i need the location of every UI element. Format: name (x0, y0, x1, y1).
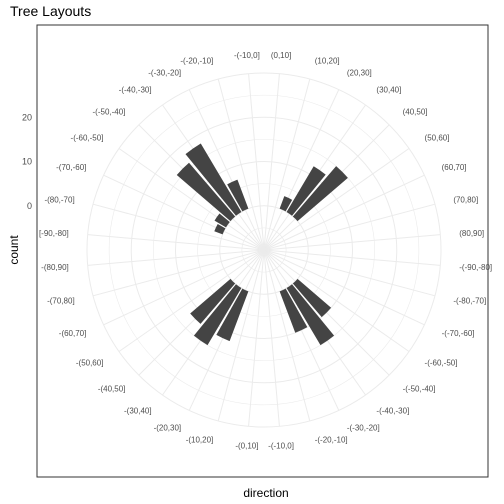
angular-gridline (263, 249, 311, 422)
category-label: (20,30] (347, 68, 372, 77)
y-tick-label: 20 (22, 112, 32, 122)
category-label: -(-60,-50] (71, 134, 104, 143)
bar-20 (216, 288, 249, 342)
category-label: (70,80] (453, 195, 478, 204)
bars-layer (176, 143, 348, 346)
category-label: -(30,40] (124, 407, 152, 416)
category-label: -(20,30] (154, 424, 182, 433)
category-label: -(-40,-30] (119, 85, 152, 94)
radial-gridline (219, 205, 309, 295)
angular-gridline (263, 78, 311, 251)
angular-gridline (263, 203, 436, 251)
radial-gridline (241, 227, 287, 273)
category-label: (40,50] (403, 107, 428, 116)
category-label: -(-30,-20] (347, 424, 380, 433)
angular-gridline (263, 73, 280, 251)
angular-gridline (263, 249, 425, 326)
category-label: (0,10] (271, 51, 291, 60)
category-label: (10,20] (315, 57, 340, 66)
category-label: -(-50,-40] (403, 385, 436, 394)
category-label: -(40,50] (98, 385, 126, 394)
angular-gridline (103, 249, 265, 326)
category-label: [-90,-80] (39, 229, 69, 238)
angular-gridline (217, 78, 265, 251)
grid-layer (86, 72, 442, 428)
category-label: -(80,-70] (44, 195, 74, 204)
category-label: -(10,20] (186, 435, 214, 444)
y-tick-labels: 0 10 20 (22, 112, 32, 211)
bar-32 (185, 143, 242, 216)
y-tick-label: 10 (22, 157, 32, 167)
bar-29 (214, 224, 226, 235)
bar-30 (214, 213, 230, 228)
radial-gridline (86, 72, 442, 428)
category-label: -(50,60] (76, 358, 104, 367)
bar-22 (190, 278, 236, 324)
angular-gridline (263, 249, 340, 411)
angular-gridline (263, 174, 425, 251)
angular-gridline (248, 73, 265, 251)
category-label: -(60,70] (59, 329, 87, 338)
angular-gridline (92, 203, 265, 251)
angular-gridline (118, 249, 265, 352)
angular-gridline (263, 249, 410, 352)
radial-gridline (197, 183, 331, 317)
bar-31 (176, 162, 236, 222)
panel-border (36, 24, 489, 478)
category-label: -(-90,-80] (459, 263, 492, 272)
category-label: -(80,90] (41, 263, 69, 272)
angular-gridline (263, 249, 441, 266)
radial-gridline (108, 94, 420, 406)
category-label: -(0,10] (235, 441, 258, 450)
radial-gridline (153, 139, 375, 361)
angular-gridline (263, 234, 441, 251)
category-label: -(70,80] (47, 297, 75, 306)
angular-gridline (263, 148, 410, 251)
angular-gridline (263, 89, 340, 251)
bar-33 (227, 179, 249, 212)
angular-gridline (87, 234, 265, 251)
angular-gridline (118, 148, 265, 251)
category-label: -(-70,-60] (442, 329, 475, 338)
bar-4 (292, 166, 348, 222)
category-label: -(-30,-20] (148, 68, 181, 77)
angular-gridline (217, 249, 265, 422)
bar-14 (286, 284, 335, 346)
category-label: (60,70] (442, 163, 467, 172)
angular-gridline (87, 249, 265, 266)
radial-gridline (130, 116, 398, 384)
angular-gridline (263, 249, 436, 297)
category-label: -(-40,-30] (376, 407, 409, 416)
chart-title: Tree Layouts (10, 3, 92, 19)
bar-21 (193, 284, 242, 346)
x-axis-label: direction (243, 486, 289, 500)
category-label: -(-10,0] (234, 51, 260, 60)
angular-gridline (188, 89, 265, 251)
category-label: (30,40] (376, 85, 401, 94)
bar-13 (292, 278, 332, 318)
category-label: (80,90] (459, 229, 484, 238)
bar-2 (279, 196, 293, 212)
category-labels: (0,10] (10,20] (20,30] (30,40] (40,50] (50,60… (39, 51, 492, 451)
bar-15 (279, 288, 308, 333)
category-label: -(-20,-10] (180, 57, 213, 66)
category-label: -(-60,-50] (425, 358, 458, 367)
angular-gridline (248, 249, 265, 427)
angular-gridline (103, 174, 265, 251)
category-label: -(-10,0] (268, 441, 294, 450)
angular-gridline (263, 249, 280, 427)
angular-gridline (92, 249, 265, 297)
category-label: -(-80,-70] (453, 297, 486, 306)
category-label: (50,60] (425, 134, 450, 143)
category-label: -(-20,-10] (315, 435, 348, 444)
y-tick-label: 0 (27, 201, 32, 211)
radial-gridline (175, 161, 353, 339)
category-label: -(-50,-40] (93, 107, 126, 116)
bar-3 (286, 166, 326, 216)
category-label: -(70,-60] (56, 163, 86, 172)
